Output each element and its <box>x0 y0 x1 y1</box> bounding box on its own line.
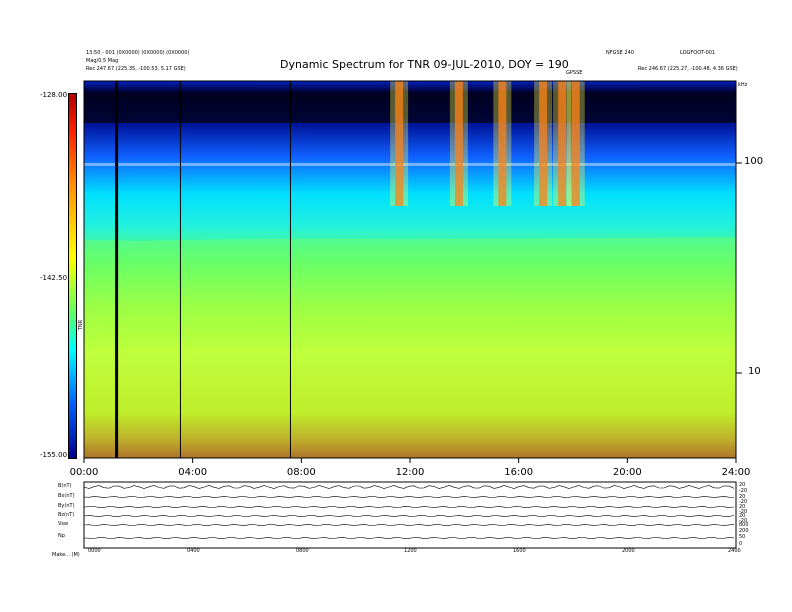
header-left-line-3: Rec 247.67 (225.35, -100.53, 5.17 GSE) <box>86 66 186 72</box>
marker-label: GPSSE <box>566 70 583 76</box>
burst-halo-2 <box>493 81 512 206</box>
freq-tick-100: 100 <box>744 156 764 167</box>
header-right-line-1: NFGSE 240 <box>606 50 634 56</box>
x-tick-6: 24:00 <box>721 467 751 478</box>
header-left-line-1: 13:50 - 001 (0X0000) (0X0000) (0X0000) <box>86 50 190 56</box>
freq-unit: kHz <box>738 82 748 88</box>
bottom-tick-3: 1200 <box>404 548 417 554</box>
panel-right-tick-1b: -20 <box>739 499 748 505</box>
panel-right-tick-0a: 20 <box>739 482 746 488</box>
footer-text: Make... (M) <box>52 552 80 558</box>
panel-right-tick-1a: 20 <box>739 494 746 500</box>
x-tick-3: 12:00 <box>395 467 425 478</box>
burst-halo-3 <box>534 81 553 206</box>
panel-right-tick-3b: -20 <box>739 518 748 524</box>
colorbar-tick-bottom: -155.00 <box>40 451 68 459</box>
spectrogram-background <box>84 81 736 458</box>
burst-halo-5 <box>566 81 585 206</box>
spectrogram <box>83 80 742 463</box>
panel-right-tick-5a: 50 <box>739 534 746 540</box>
burst-4 <box>558 81 567 206</box>
bottom-tick-5: 2000 <box>622 548 635 554</box>
burst-2 <box>498 81 507 206</box>
x-tick-5: 20:00 <box>612 467 642 478</box>
panel-label-0: B(nT) <box>58 483 72 489</box>
freq-tick-10: 10 <box>748 366 761 377</box>
panel-label-2: By(nT) <box>58 503 75 509</box>
panel-label-3: Bz(nT) <box>58 512 75 518</box>
bottom-tick-0: 0000 <box>88 548 101 554</box>
line-100khz <box>84 163 736 166</box>
panel-label-1: Bx(nT) <box>58 493 75 499</box>
dark-band <box>84 93 736 123</box>
solar-wind-panels <box>83 481 737 549</box>
panel-trace-5 <box>83 537 735 539</box>
bottom-tick-6: 2400 <box>728 548 741 554</box>
panel-label-4: Vsw <box>58 521 69 527</box>
x-tick-0: 00:00 <box>69 467 99 478</box>
panel-trace-4 <box>83 524 735 526</box>
panel-trace-2 <box>83 506 735 508</box>
header-left-line-2: Mag/0.5 Mag <box>86 58 119 64</box>
panel-right-tick-4a: 800 <box>739 522 749 528</box>
burst-3 <box>539 81 548 206</box>
low-band-front <box>84 237 736 458</box>
burst-halo-0 <box>390 81 409 206</box>
x-tick-2: 08:00 <box>286 467 316 478</box>
burst-5 <box>571 81 580 206</box>
colorbar-tick-mid: -142.50 <box>40 274 68 282</box>
burst-0 <box>395 81 404 206</box>
panels-frame <box>83 481 737 549</box>
x-tick-4: 16:00 <box>504 467 534 478</box>
colorbar <box>68 93 77 459</box>
header-right-line-2: LOGFOOT-001 <box>680 50 716 56</box>
burst-halo-1 <box>449 81 468 206</box>
panel-trace-1 <box>83 496 735 498</box>
bottom-tick-1: 0400 <box>187 548 200 554</box>
panel-right-tick-3a: 20 <box>739 513 746 519</box>
panel-right-tick-2b: -20 <box>739 509 748 515</box>
header-right-line-3: Rec 246.67 (225.27, -100.48, 4.36 GSE) <box>638 66 738 72</box>
panel-right-tick-2a: 20 <box>739 504 746 510</box>
x-tick-1: 04:00 <box>178 467 208 478</box>
burst-halo-4 <box>553 81 572 206</box>
panel-label-5: Np <box>58 533 65 539</box>
panel-right-tick-5b: 0 <box>739 541 743 547</box>
burst-1 <box>454 81 463 206</box>
panel-right-tick-0b: -20 <box>739 488 748 494</box>
bottom-tick-2: 0800 <box>296 548 309 554</box>
panel-trace-0 <box>83 485 735 489</box>
panel-right-tick-4b: 200 <box>739 528 749 534</box>
panel-trace-3 <box>83 515 735 517</box>
chart-title: Dynamic Spectrum for TNR 09-JUL-2010, DO… <box>280 58 569 71</box>
bottom-tick-4: 1600 <box>513 548 526 554</box>
colorbar-tick-top: -128.00 <box>40 91 68 99</box>
